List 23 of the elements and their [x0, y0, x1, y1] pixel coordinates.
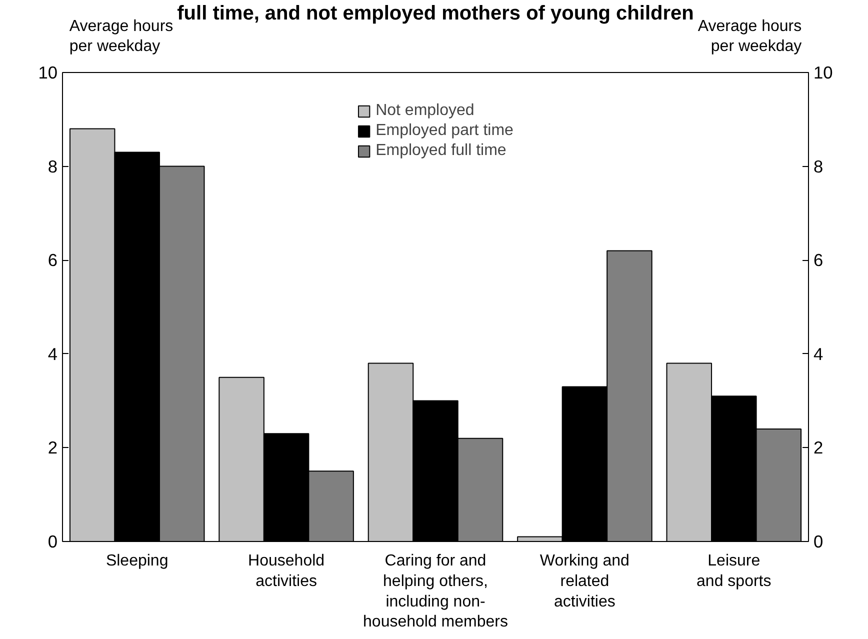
legend-label: Employed part time — [376, 122, 514, 140]
y2-axis-title: Average hours per weekday — [698, 18, 802, 55]
x-tick-label: Sleeping — [106, 552, 168, 570]
y2-tick-label: 4 — [814, 344, 824, 364]
x-tick-label: Caring for and helping others, including non- household members — [363, 552, 508, 631]
chart-title: full time, and not employed mothers of young children — [177, 2, 694, 24]
y-axis-title: Average hours per weekday — [69, 18, 174, 55]
y-tick-label: 8 — [48, 156, 58, 176]
y-tick-label: 0 — [48, 532, 58, 552]
y2-tick-label: 2 — [814, 438, 824, 458]
y-tick-label: 6 — [48, 250, 58, 270]
x-tick-label: Household activities — [248, 552, 325, 590]
y2-tick-label: 6 — [814, 250, 824, 270]
legend-label: Not employed — [376, 102, 474, 120]
y-tick-label: 4 — [48, 344, 58, 364]
x-tick-label: Working and related activities — [540, 552, 630, 610]
y2-tick-label: 8 — [814, 156, 824, 176]
y2-tick-label: 10 — [814, 62, 833, 82]
y-tick-label: 10 — [38, 62, 58, 82]
legend-label: Employed full time — [376, 142, 506, 160]
x-tick-label: Leisure and sports — [696, 552, 772, 590]
y-tick-label: 2 — [48, 438, 58, 458]
y2-tick-label: 0 — [814, 532, 824, 552]
